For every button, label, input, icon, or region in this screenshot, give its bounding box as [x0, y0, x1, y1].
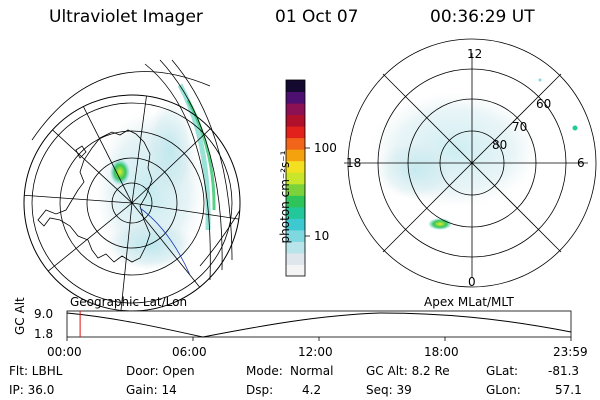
right-panel-caption: Apex MLat/MLT	[424, 295, 514, 309]
mlat-80-label: 80	[492, 138, 508, 152]
mode-label: Mode:	[246, 364, 283, 378]
colorbar-unit-label: photon cm⁻²s⁻¹	[278, 150, 292, 244]
ip-value: IP: 36.0	[9, 383, 55, 397]
colorbar-band	[286, 149, 305, 162]
left-aurora-emission	[95, 83, 216, 270]
colorbar-band	[286, 252, 305, 265]
lat-lon-grid	[24, 95, 240, 311]
mode-value: Normal	[290, 364, 334, 378]
left-panel-caption: Geographic Lat/Lon	[70, 295, 188, 309]
mlt-18-label: 18	[346, 156, 362, 170]
colorbar-band	[286, 160, 305, 173]
image-time: 00:36:29 UT	[430, 7, 535, 27]
colorbar-band	[286, 172, 305, 185]
right-aurora-emission	[370, 78, 578, 230]
coastline	[37, 129, 153, 263]
seq-value: Seq: 39	[366, 383, 412, 397]
colorbar-band	[286, 229, 305, 242]
latitude-arcs	[31, 59, 241, 281]
colorbar-band	[286, 80, 305, 93]
timeline-tick-3: 18:00	[424, 345, 459, 359]
timeline-tick-2: 12:00	[298, 345, 333, 359]
colorbar-band	[286, 103, 305, 116]
timeline-tick-4: 23:59	[553, 345, 588, 359]
colorbar-band	[286, 218, 305, 231]
mlt-6-label: 6	[577, 156, 585, 170]
altitude-timeline	[66, 310, 572, 341]
timeline-ylabel: GC Alt	[13, 297, 27, 335]
imager-title: Ultraviolet Imager	[49, 7, 203, 27]
colorbar	[286, 80, 305, 277]
mlt-0-label: 0	[468, 275, 476, 289]
glon-label: GLon:	[486, 383, 521, 397]
colorbar-tick-10: 10	[314, 229, 330, 243]
mlat-70-label: 70	[512, 120, 528, 134]
colorbar-band	[286, 137, 305, 150]
colorbar-band	[286, 241, 305, 254]
image-date: 01 Oct 07	[275, 7, 359, 27]
timeline-tick-1: 06:00	[172, 345, 207, 359]
glat-value: -81.3	[548, 364, 580, 378]
glat-label: GLat:	[486, 364, 519, 378]
glon-value: 57.1	[555, 383, 582, 397]
dsp-label: Dsp:	[246, 383, 274, 397]
colorbar-band	[286, 195, 305, 208]
colorbar-band	[286, 126, 305, 139]
mlt-12-label: 12	[467, 47, 483, 61]
mlat-grid	[344, 38, 597, 288]
colorbar-band	[286, 91, 305, 104]
mlat-60-label: 60	[536, 97, 552, 111]
colorbar-band	[286, 114, 305, 127]
timeline-ymin: 1.8	[34, 327, 54, 341]
magnetic-map	[344, 38, 597, 288]
door-status: Door: Open	[126, 364, 195, 378]
colorbar-band	[286, 206, 305, 219]
timeline-tick-0: 00:00	[47, 345, 82, 359]
colorbar-band	[286, 264, 305, 277]
timeline-ymax: 9.0	[34, 307, 54, 321]
gain-value: Gain: 14	[126, 383, 177, 397]
dsp-value: 4.2	[302, 383, 322, 397]
geographic-map	[23, 59, 241, 312]
gc-alt-value: GC Alt: 8.2 Re	[366, 364, 450, 378]
colorbar-band	[286, 183, 305, 196]
altitude-curve	[66, 312, 572, 338]
filter-value: Flt: LBHL	[9, 364, 63, 378]
colorbar-tick-100: 100	[314, 141, 337, 155]
